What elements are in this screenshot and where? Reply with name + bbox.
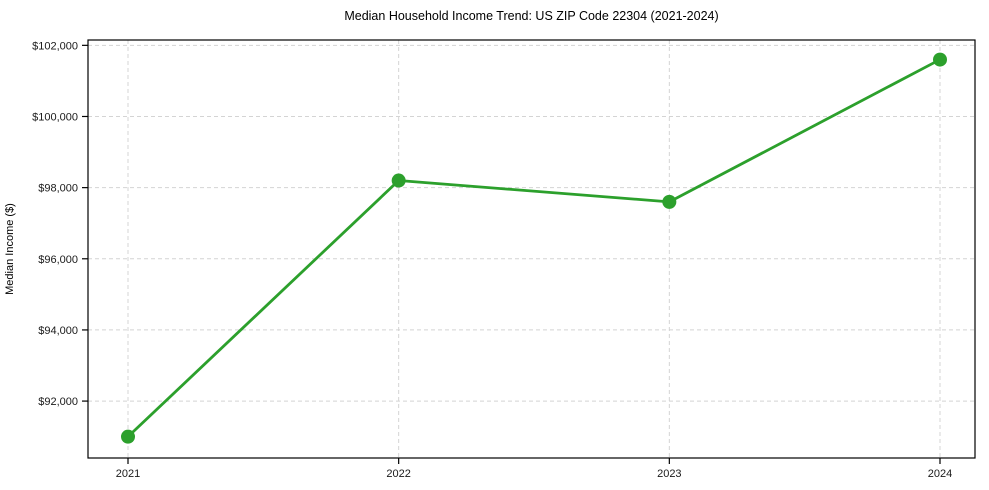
data-point bbox=[662, 194, 677, 209]
y-tick-label: $96,000 bbox=[38, 254, 78, 266]
x-tick-label: 2022 bbox=[386, 468, 410, 480]
x-tick-label: 2023 bbox=[657, 468, 681, 480]
chart-title: Median Household Income Trend: US ZIP Co… bbox=[344, 9, 719, 23]
data-line bbox=[126, 58, 942, 439]
data-point bbox=[933, 52, 947, 67]
data-point bbox=[121, 429, 135, 444]
axes-spines bbox=[87, 39, 976, 459]
y-tick-label: $98,000 bbox=[38, 183, 78, 195]
x-tick-label: 2024 bbox=[928, 468, 952, 480]
y-tick-label: $100,000 bbox=[32, 111, 78, 123]
x-tick-label: 2021 bbox=[116, 468, 140, 480]
data-point bbox=[391, 173, 406, 188]
y-tick-label: $92,000 bbox=[38, 396, 78, 408]
y-tick-label: $94,000 bbox=[38, 325, 78, 337]
y-tick-label: $102,000 bbox=[32, 40, 78, 52]
y-axis-label: Median Income ($) bbox=[4, 203, 16, 295]
